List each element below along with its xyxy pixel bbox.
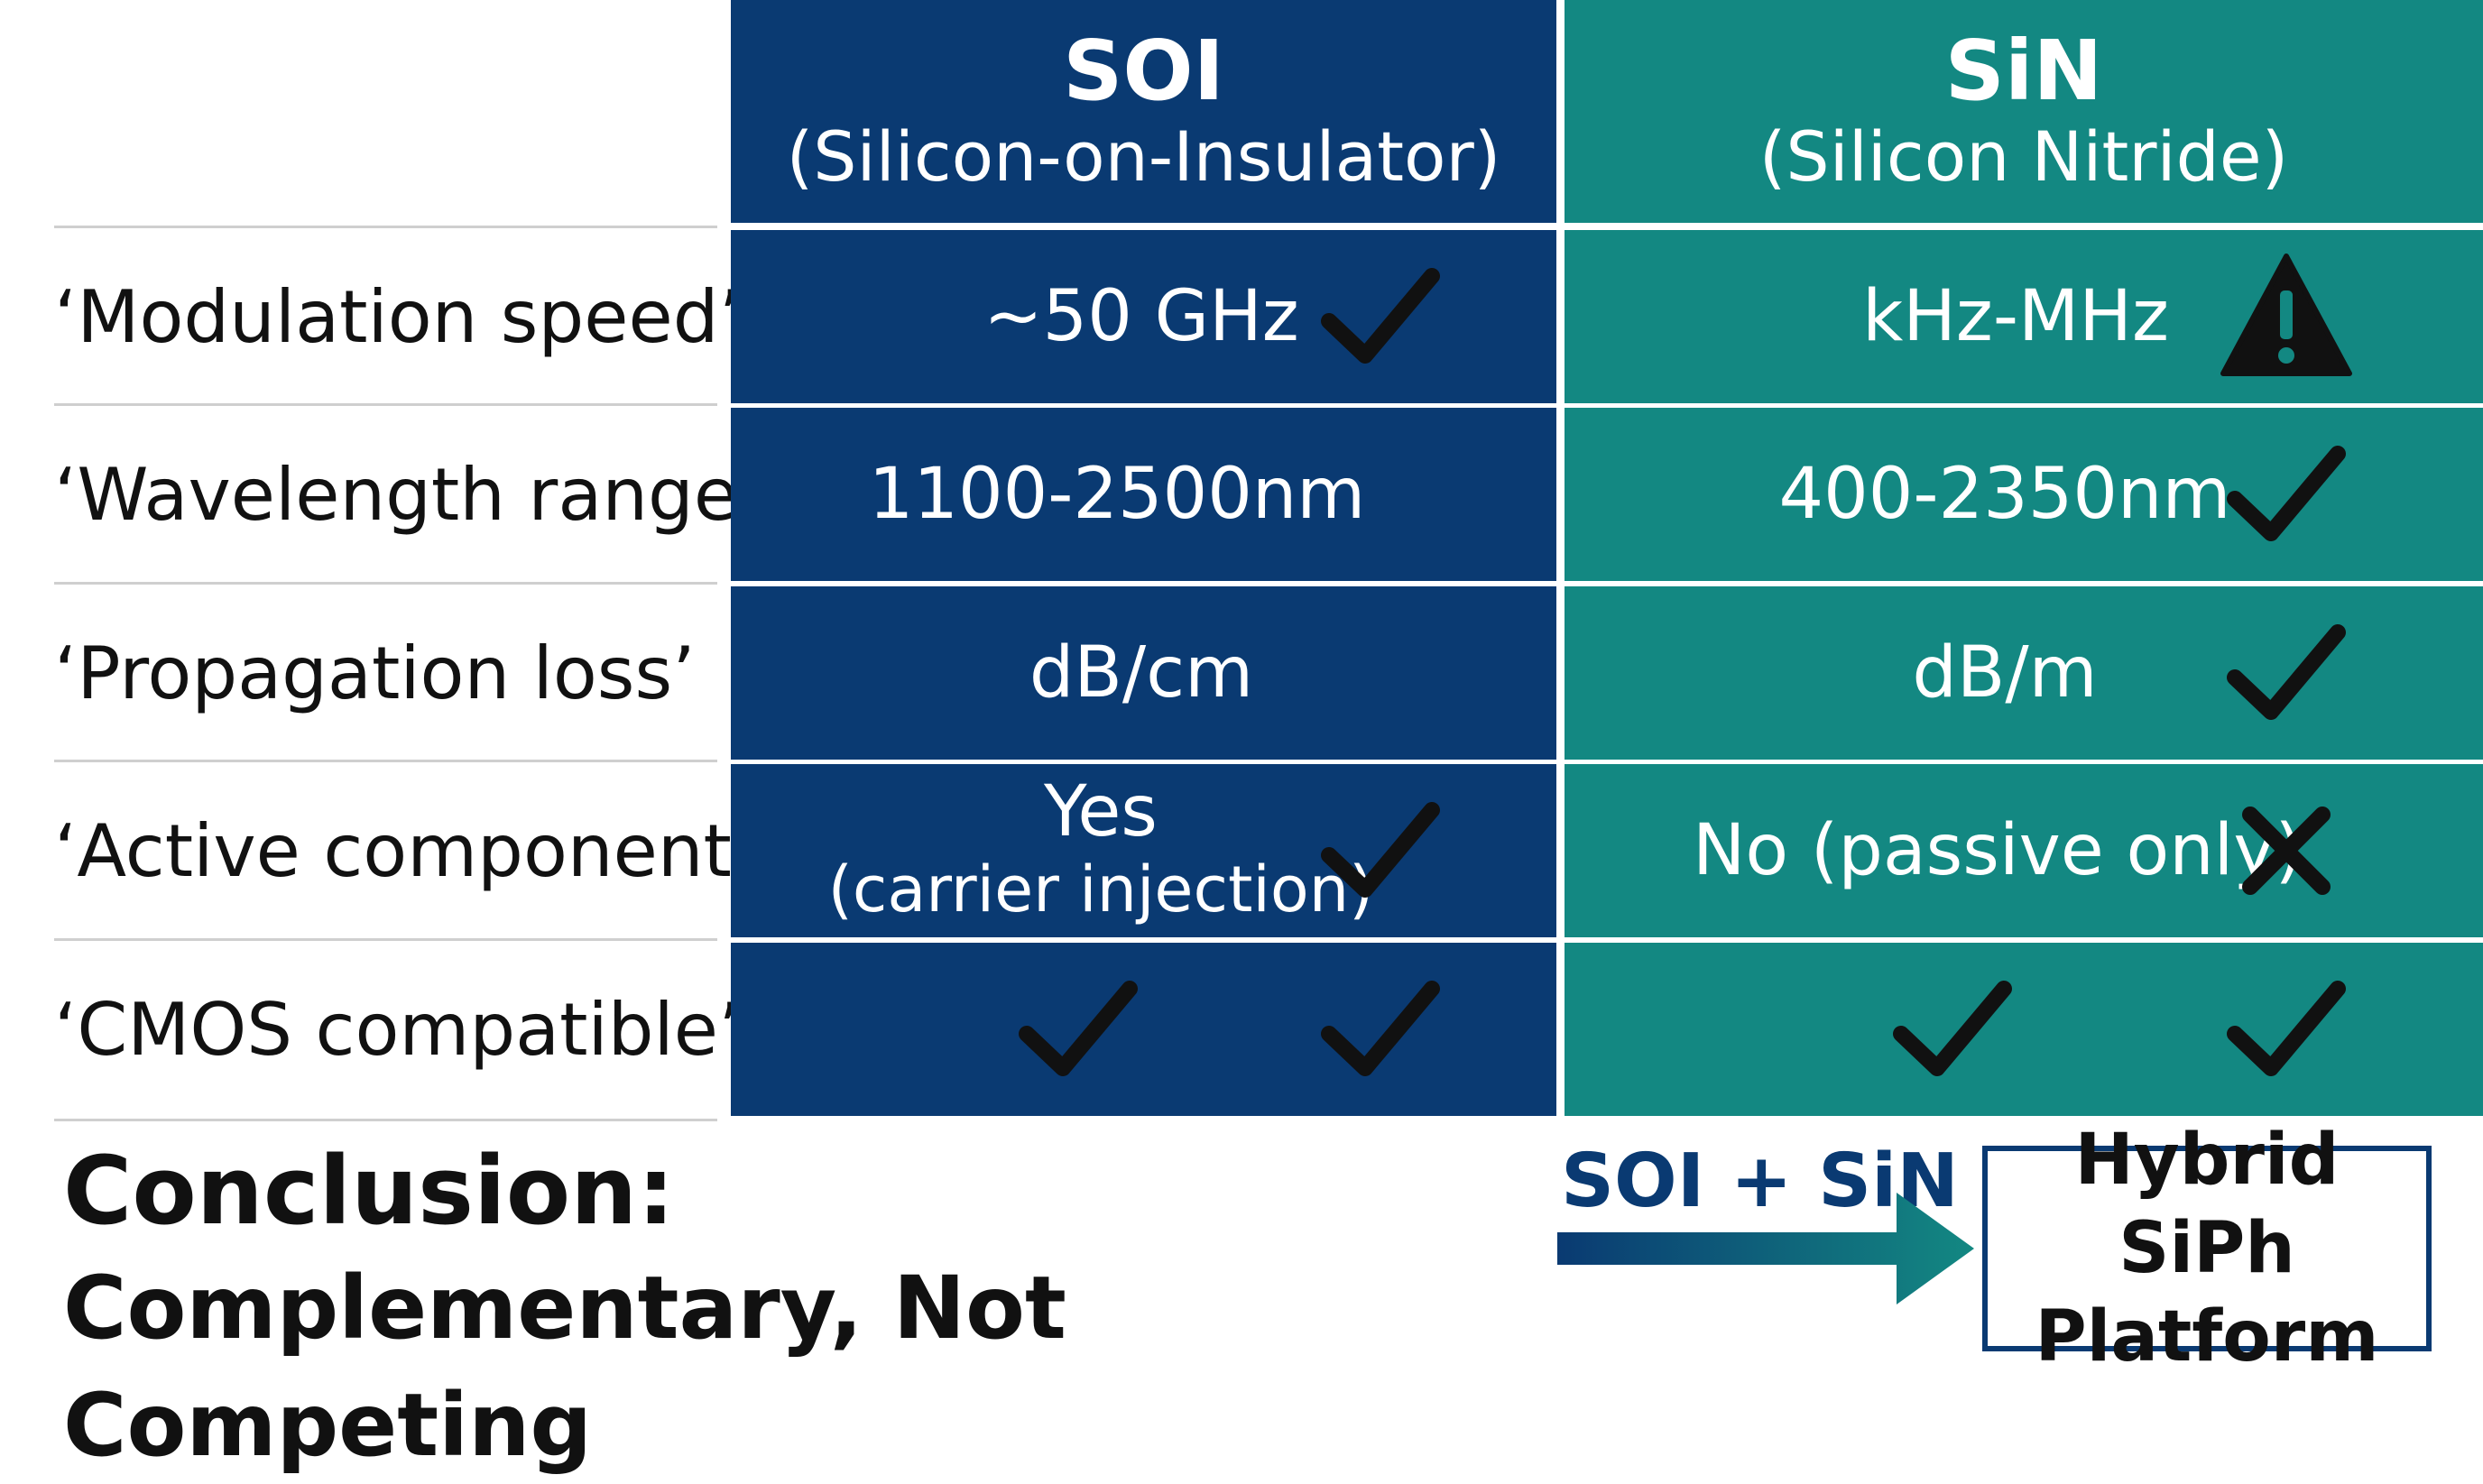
sin-value-line: kHz-MHz	[1862, 276, 2169, 357]
soi-value-line: Yes	[1044, 771, 1158, 853]
check-icon	[1321, 981, 1440, 1076]
sin-value: kHz-MHz	[1673, 278, 2358, 355]
soi-value-line: 1100-2500nm	[868, 454, 1366, 535]
check-icon	[1321, 268, 1440, 364]
sin-cell: No (passive only)	[1565, 764, 2483, 937]
sin-value: 400-2350nm	[1662, 456, 2348, 533]
conclusion-statement: Complementary, Not Competing	[63, 1258, 1066, 1476]
check-icon	[1321, 802, 1440, 898]
sin-column-header: SiN (Silicon Nitride)	[1565, 0, 2483, 223]
soi-value-line: (carrier injection)	[827, 853, 1374, 926]
sin-subtitle: (Silicon Nitride)	[1758, 115, 2289, 197]
soi-value-line: ~50 GHz	[983, 276, 1299, 357]
check-icon	[1893, 981, 2012, 1076]
conclusion: Conclusion: Complementary, Not Competing	[63, 1132, 1561, 1484]
sin-value-line: 400-2350nm	[1778, 454, 2231, 535]
soi-cell	[731, 943, 1556, 1116]
soi-subtitle: (Silicon-on-Insulator)	[786, 115, 1501, 197]
hybrid-platform-line1: Hybrid SiPh	[2074, 1120, 2340, 1289]
row-divider	[54, 1119, 717, 1121]
check-icon	[1019, 981, 1138, 1076]
soi-value: Yes (carrier injection)	[758, 773, 1444, 928]
soi-column-header: SOI (Silicon-on-Insulator)	[731, 0, 1556, 223]
hybrid-platform-box: Hybrid SiPh Platform	[1982, 1120, 2432, 1378]
row-label: ‘Active components	[54, 808, 770, 893]
sin-cell: kHz-MHz	[1565, 230, 2483, 403]
row-label: ‘Modulation speed’	[54, 274, 742, 359]
row-divider	[54, 938, 717, 941]
combo-label: SOI + SiN	[1561, 1138, 1959, 1224]
soi-value: 1100-2500nm	[774, 456, 1460, 533]
sin-cell: dB/m	[1565, 586, 2483, 760]
sin-value-line: No (passive only)	[1693, 810, 2303, 891]
row-divider	[54, 760, 717, 762]
row-label: ‘Propagation loss’	[54, 631, 696, 715]
soi-cell: ~50 GHz	[731, 230, 1556, 403]
row-label: ‘CMOS compatible’	[54, 987, 742, 1072]
sin-cell: 400-2350nm	[1565, 408, 2483, 581]
row-divider	[54, 226, 717, 228]
row-label: ‘Wavelength range’	[54, 452, 762, 537]
hybrid-platform-line2: Platform	[2035, 1296, 2379, 1378]
check-icon	[2227, 446, 2346, 541]
soi-value: dB/cm	[798, 634, 1484, 712]
check-icon	[2227, 981, 2346, 1076]
row-divider	[54, 403, 717, 406]
warning-icon	[2220, 253, 2352, 376]
soi-value: ~50 GHz	[798, 278, 1484, 355]
row-divider	[54, 582, 717, 585]
sin-value: No (passive only)	[1655, 812, 2340, 889]
soi-title: SOI	[1063, 22, 1224, 119]
right-arrow-icon	[1557, 1193, 1974, 1304]
sin-value: dB/m	[1662, 634, 2348, 712]
check-icon	[2227, 624, 2346, 720]
cross-icon	[2242, 807, 2331, 895]
sin-title: SiN	[1944, 22, 2103, 119]
conclusion-heading: Conclusion:	[63, 1136, 675, 1246]
soi-value-line: dB/cm	[1029, 632, 1254, 714]
soi-cell: dB/cm	[731, 586, 1556, 760]
soi-cell: 1100-2500nm	[731, 408, 1556, 581]
soi-cell: Yes (carrier injection)	[731, 764, 1556, 937]
sin-value-line: dB/m	[1912, 632, 2098, 714]
sin-cell	[1565, 943, 2483, 1116]
